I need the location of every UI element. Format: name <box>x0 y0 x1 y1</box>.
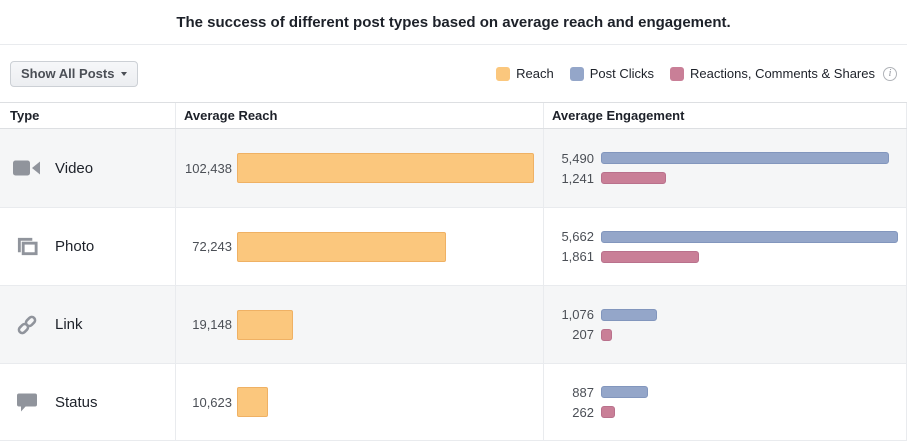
post-clicks-bar[interactable] <box>601 386 648 398</box>
reactions-swatch-icon <box>670 66 685 81</box>
type-label: Video <box>55 159 94 177</box>
caret-down-icon <box>121 71 128 76</box>
video-icon <box>12 158 42 178</box>
column-header-type: Type <box>10 108 40 123</box>
reach-value: 19,148 <box>192 317 232 332</box>
legend-label: Post Clicks <box>589 66 655 81</box>
reactions-bar[interactable] <box>601 172 666 184</box>
toolbar: Show All Posts Reach Post Clicks Reactio… <box>0 45 907 102</box>
post-clicks-value: 1,076 <box>561 307 594 322</box>
reach-cell: 102,438 <box>175 129 543 207</box>
post-clicks-line: 1,076 <box>552 307 906 323</box>
reactions-value: 1,241 <box>561 170 594 186</box>
legend-label: Reach <box>516 66 554 81</box>
reactions-line: 262 <box>552 404 906 420</box>
post-clicks-bar[interactable] <box>601 152 889 164</box>
table-row-status: Status 10,623 887 262 <box>0 363 907 441</box>
reactions-value: 207 <box>572 327 594 342</box>
type-label: Photo <box>55 238 95 255</box>
reactions-bar[interactable] <box>601 328 612 341</box>
info-icon[interactable]: i <box>883 66 897 81</box>
legend-label: Reactions, Comments & Shares <box>690 66 875 81</box>
post-clicks-line: 5,490 <box>552 150 906 166</box>
reactions-bar[interactable] <box>601 406 615 418</box>
show-all-posts-label: Show All Posts <box>21 66 115 81</box>
post-clicks-value: 5,662 <box>561 229 594 244</box>
reactions-bar[interactable] <box>601 250 699 263</box>
column-header-average-reach: Average Reach <box>175 103 543 128</box>
legend-item-reactions: Reactions, Comments & Shares i <box>670 66 897 81</box>
reach-cell: 10,623 <box>175 364 543 440</box>
reach-bar[interactable] <box>237 387 268 417</box>
type-cell: Link <box>0 286 175 363</box>
reactions-line: 1,241 <box>552 170 906 186</box>
reach-value: 72,243 <box>192 239 232 254</box>
table-row-video: Video 102,438 5,490 1,241 <box>0 129 907 207</box>
type-cell: Status <box>0 364 175 440</box>
legend-item-post-clicks: Post Clicks <box>569 66 655 81</box>
type-label: Status <box>55 393 98 411</box>
legend-item-reach: Reach <box>496 66 554 81</box>
reach-value: 102,438 <box>185 160 232 176</box>
reach-swatch-icon <box>496 66 511 81</box>
reactions-line: 1,861 <box>552 249 906 265</box>
table-row-link: Link 19,148 1,076 207 <box>0 285 907 363</box>
engagement-cell: 5,662 1,861 <box>543 208 907 285</box>
post-clicks-value: 5,490 <box>561 150 594 166</box>
page-title: The success of different post types base… <box>176 13 731 31</box>
link-icon <box>12 313 42 337</box>
post-clicks-swatch-icon <box>569 66 584 81</box>
type-cell: Photo <box>0 208 175 285</box>
title-bar: The success of different post types base… <box>0 0 907 45</box>
reactions-line: 207 <box>552 327 906 343</box>
photo-icon <box>12 235 42 258</box>
table-header: Type Average Reach Average Engagement <box>0 102 907 129</box>
engagement-cell: 1,076 207 <box>543 286 907 363</box>
post-clicks-line: 887 <box>552 384 906 400</box>
reach-value: 10,623 <box>192 394 232 410</box>
post-clicks-bar[interactable] <box>601 230 898 243</box>
table-row-photo: Photo 72,243 5,662 1,861 <box>0 207 907 285</box>
status-icon <box>12 392 42 412</box>
post-clicks-line: 5,662 <box>552 229 906 245</box>
post-clicks-value: 887 <box>572 384 594 400</box>
type-label: Link <box>55 316 83 333</box>
reach-bar[interactable] <box>237 153 534 183</box>
engagement-cell: 887 262 <box>543 364 907 440</box>
legend: Reach Post Clicks Reactions, Comments & … <box>496 66 897 81</box>
reach-bar[interactable] <box>237 231 446 262</box>
type-cell: Video <box>0 129 175 207</box>
reach-bar[interactable] <box>237 309 293 340</box>
reactions-value: 262 <box>572 404 594 420</box>
reach-cell: 72,243 <box>175 208 543 285</box>
post-clicks-bar[interactable] <box>601 308 657 321</box>
column-header-average-engagement: Average Engagement <box>543 103 907 128</box>
reach-cell: 19,148 <box>175 286 543 363</box>
engagement-cell: 5,490 1,241 <box>543 129 907 207</box>
reactions-value: 1,861 <box>561 249 594 264</box>
show-all-posts-dropdown[interactable]: Show All Posts <box>10 60 139 87</box>
